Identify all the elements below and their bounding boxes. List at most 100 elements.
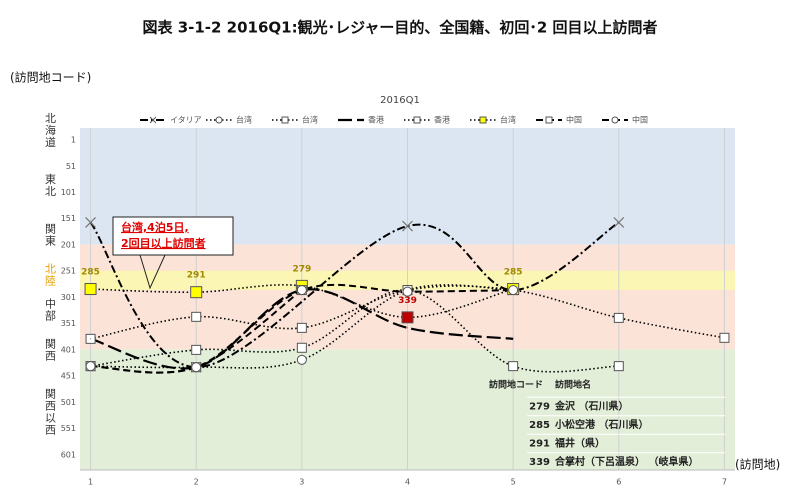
- annotation-pointer: [139, 254, 166, 290]
- data-point: [508, 361, 519, 372]
- data-point: [191, 311, 202, 322]
- data-point: [296, 342, 307, 353]
- data-point: [407, 327, 408, 329]
- legend-marker: [413, 116, 421, 124]
- data-point: [296, 322, 307, 333]
- y-tick-label: 451: [61, 372, 76, 381]
- x-tick-label: 6: [616, 478, 621, 487]
- table-cell: 小松空港 （石川県）: [554, 418, 648, 431]
- x-tick-label: 1: [88, 478, 93, 487]
- data-point: [84, 283, 97, 296]
- legend: イタリア 台湾 台湾 香港 香港 台湾 中国 中国: [140, 115, 648, 125]
- table-cell: 339: [529, 457, 550, 468]
- region-label: 北陸: [44, 263, 57, 287]
- annotation-box: [112, 216, 234, 256]
- region-label: 中部: [44, 298, 57, 322]
- y-tick-label: 501: [61, 398, 76, 407]
- marker-stroke: [402, 220, 413, 232]
- annotation: 台湾,4泊5日, 2回目以上訪問者: [112, 216, 234, 290]
- table: 訪問地コード 訪問地名 279 金沢 （石川県） 285 小松空港 （石川県） 291 福井（…: [489, 379, 725, 468]
- data-point: [190, 286, 203, 299]
- x-tick-label: 7: [722, 478, 727, 487]
- data-point: [402, 286, 413, 297]
- data-label: 339: [398, 296, 417, 306]
- table-cell: 279: [529, 402, 550, 413]
- data-point: [613, 312, 624, 323]
- data-point: [90, 338, 92, 340]
- y-tick-label: 151: [61, 214, 76, 223]
- table-cell: 合掌村（下呂温泉） （岐阜県）: [554, 455, 698, 468]
- region-label: 東北: [44, 173, 57, 197]
- y-tick-label: 301: [61, 293, 76, 302]
- marker-stroke: [613, 216, 625, 228]
- legend-label: 台湾: [302, 115, 318, 125]
- data-label: 285: [504, 268, 523, 278]
- region-label: 北海道: [44, 112, 57, 148]
- y-tick-label: 551: [61, 424, 76, 433]
- table-cell: 金沢 （石川県）: [554, 400, 628, 413]
- series-line: [90, 288, 514, 370]
- legend-label: 台湾: [236, 115, 252, 125]
- y-tick-label: 251: [61, 267, 76, 276]
- data-point: [296, 354, 307, 365]
- x-tick-label: 5: [511, 478, 516, 487]
- data-point: [85, 361, 96, 372]
- data-label: 285: [81, 268, 100, 278]
- data-point: [85, 216, 96, 228]
- data-point: [719, 332, 730, 343]
- x-tick-label: 3: [299, 478, 304, 487]
- data-label: 279: [292, 264, 311, 274]
- legend-label: 中国: [632, 115, 648, 125]
- series-line: [89, 221, 620, 369]
- data-point: [191, 362, 202, 373]
- y-tick-label: 51: [66, 162, 76, 171]
- region-label: 関西以西: [44, 387, 57, 435]
- y-tick-label: 1: [71, 136, 76, 145]
- labels: 285 291 279 339 285: [81, 216, 730, 373]
- y-tick-label: 401: [61, 345, 76, 354]
- y-tick-label: 201: [61, 240, 76, 249]
- data-point: [512, 338, 514, 340]
- data-point: [613, 216, 625, 228]
- legend-marker: [545, 116, 553, 124]
- legend-marker: [611, 116, 619, 124]
- annotation-text: 台湾,4泊5日,: [121, 220, 189, 234]
- chart-subtitle: 2016Q1: [380, 95, 420, 106]
- annotation-text: 2回目以上訪問者: [121, 236, 206, 250]
- data-point: [191, 344, 202, 355]
- table-cell: 福井（県）: [554, 437, 605, 450]
- legend-label: 中国: [566, 115, 582, 125]
- table-header: 訪問地コード: [489, 379, 543, 391]
- data-label: 291: [187, 271, 206, 281]
- y-axis-label: (訪問地コード): [10, 70, 91, 85]
- region-label: 関西: [44, 338, 57, 362]
- data-point: [402, 220, 413, 232]
- table-cell: 285: [529, 420, 550, 431]
- region-label: 関東: [44, 223, 57, 247]
- legend-label: イタリア: [170, 116, 202, 125]
- series-line: [90, 283, 514, 374]
- table-header: 訪問地名: [555, 379, 591, 391]
- legend-marker: [479, 116, 487, 124]
- data-point: [508, 285, 519, 296]
- x-tick-label: 4: [405, 478, 410, 487]
- legend-marker: [215, 116, 223, 124]
- y-tick-label: 101: [61, 188, 76, 197]
- data-point: [296, 285, 307, 296]
- y-tick-label: 351: [61, 319, 76, 328]
- legend-label: 香港: [368, 115, 384, 125]
- data-point: [401, 311, 414, 324]
- x-axis-label: (訪問地): [735, 457, 780, 472]
- legend-marker: [149, 116, 157, 124]
- series-line: [90, 289, 619, 373]
- table-cell: 291: [529, 439, 550, 450]
- legend-label: 香港: [434, 115, 450, 125]
- y-tick-label: 601: [61, 450, 76, 459]
- legend-label: 台湾: [500, 115, 516, 125]
- chart-title: 図表 3-1-2 2016Q1:観光･レジャー目的、全国籍、初回･2 回目以上訪…: [142, 19, 657, 37]
- x-tick-label: 2: [194, 478, 199, 487]
- data-point: [613, 361, 624, 372]
- marker-stroke: [85, 216, 96, 228]
